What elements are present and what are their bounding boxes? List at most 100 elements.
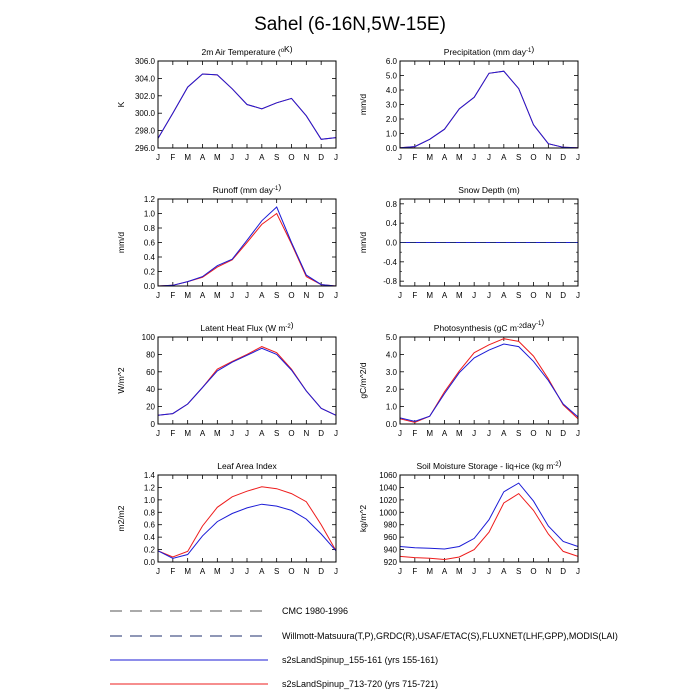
y-tick-label: 3.0 [386,101,398,110]
y-tick-label: 6.0 [386,57,398,66]
chart-panels: 2m Air Temperature (oK) K 296.0 298.0 300.0 3… [116,44,580,576]
x-tick-label: O [530,429,536,438]
x-tick-label: M [456,153,463,162]
y-axis-label: gC/m^2/d [358,362,368,398]
x-tick-label: A [200,153,206,162]
series-line [157,73,337,140]
y-tick-label: 960 [384,533,398,542]
x-tick-label: N [303,567,309,576]
x-tick-label: S [516,291,521,300]
x-tick-label: F [170,567,175,576]
x-tick-label: S [516,429,521,438]
x-tick-label: F [170,291,175,300]
legend-label: s2sLandSpinup_155-161 (yrs 155-161) [282,655,438,665]
legend-label: CMC 1980-1996 [282,606,348,616]
chart-panel: 2m Air Temperature (oK) K 296.0 298.0 300.0 3… [116,44,338,162]
y-tick-label: 0.6 [144,239,156,248]
x-tick-label: J [245,429,249,438]
x-tick-label: J [334,429,338,438]
chart-panel: Precipitation (mm day-1) mm/d 0.0 1.0 2.0 3.0… [358,44,580,162]
series-line [399,343,579,422]
panel-title: 2m Air Temperature (oK) [201,44,292,57]
x-tick-label: A [200,429,206,438]
x-tick-label: J [487,153,491,162]
y-tick-label: -0.8 [383,277,397,286]
y-tick-label: 0.2 [144,268,156,277]
x-tick-label: J [230,429,234,438]
x-tick-label: D [560,291,566,300]
x-tick-label: J [334,291,338,300]
x-tick-label: N [545,567,551,576]
x-tick-label: J [398,429,402,438]
x-tick-label: A [501,429,507,438]
plot-frame [157,336,337,425]
y-tick-label: 0.8 [386,200,398,209]
y-tick-label: 80 [146,350,155,359]
x-tick-label: S [274,291,279,300]
figure-title: Sahel (6-16N,5W-15E) [254,14,446,35]
x-tick-label: F [170,153,175,162]
y-tick-label: 304.0 [135,74,156,83]
series-line [157,73,337,140]
x-tick-label: J [156,291,160,300]
x-tick-label: S [274,567,279,576]
panel-title: Snow Depth (m) [458,185,520,195]
x-tick-label: M [456,291,463,300]
series-line [157,486,337,558]
x-tick-label: A [200,567,206,576]
y-tick-label: 296.0 [135,144,156,153]
x-tick-label: S [274,429,279,438]
x-tick-label: J [487,291,491,300]
x-tick-label: N [545,429,551,438]
x-tick-label: O [288,153,294,162]
series-line [157,503,337,559]
x-tick-label: N [303,291,309,300]
x-tick-label: F [170,429,175,438]
y-tick-label: 1060 [379,471,397,480]
x-tick-label: N [303,153,309,162]
y-tick-label: 0.0 [386,239,398,248]
y-tick-label: 1.2 [144,195,156,204]
y-axis-label: kg/m^2 [358,505,368,532]
panel-title: Leaf Area Index [217,461,277,471]
y-tick-label: 0.4 [144,253,156,262]
x-tick-label: M [214,429,221,438]
x-tick-label: A [442,153,448,162]
panel-title: Soil Moisture Storage - liq+ice (kg m-2) [417,458,562,471]
x-tick-label: J [576,429,580,438]
y-tick-label: 1.0 [144,496,156,505]
y-tick-label: 0.0 [144,282,156,291]
y-tick-label: 1.4 [144,471,156,480]
x-tick-label: M [426,567,433,576]
plot-frame [157,60,337,149]
y-tick-label: 0.8 [144,508,156,517]
x-tick-label: J [230,567,234,576]
chart-panel: Soil Moisture Storage - liq+ice (kg m-2)… [358,458,580,576]
x-tick-label: D [318,429,324,438]
x-tick-label: A [501,291,507,300]
legend-label: s2sLandSpinup_713-720 (yrs 715-721) [282,679,438,689]
y-tick-label: 1.0 [386,130,398,139]
x-tick-label: D [318,567,324,576]
x-tick-label: N [545,291,551,300]
x-tick-label: A [259,429,265,438]
y-tick-label: 306.0 [135,57,156,66]
plot-frame [399,60,579,149]
x-tick-label: D [560,429,566,438]
legend: CMC 1980-1996 Willmott-Matsuura(T,P),GRDC… [110,606,618,689]
x-tick-label: D [318,291,324,300]
chart-panel: Snow Depth (m)mm/d-0.8-0.40.00.40.8J F M A M… [358,185,580,300]
y-tick-label: 100 [142,333,156,342]
y-tick-label: 1040 [379,483,397,492]
y-tick-label: 0.0 [386,420,398,429]
legend-label: Willmott-Matsuura(T,P),GRDC(R),USAF/ETAC… [282,631,618,641]
y-tick-label: 980 [384,521,398,530]
x-tick-label: A [442,567,448,576]
x-tick-label: M [184,429,191,438]
x-tick-label: J [156,429,160,438]
y-axis-label: K [116,101,126,107]
y-tick-label: 298.0 [135,127,156,136]
x-tick-label: J [398,291,402,300]
chart-panel: Photosynthesis (gC m-2day-1) gC/m^2/d 0.0 1… [358,317,580,438]
y-tick-label: 2.0 [386,385,398,394]
